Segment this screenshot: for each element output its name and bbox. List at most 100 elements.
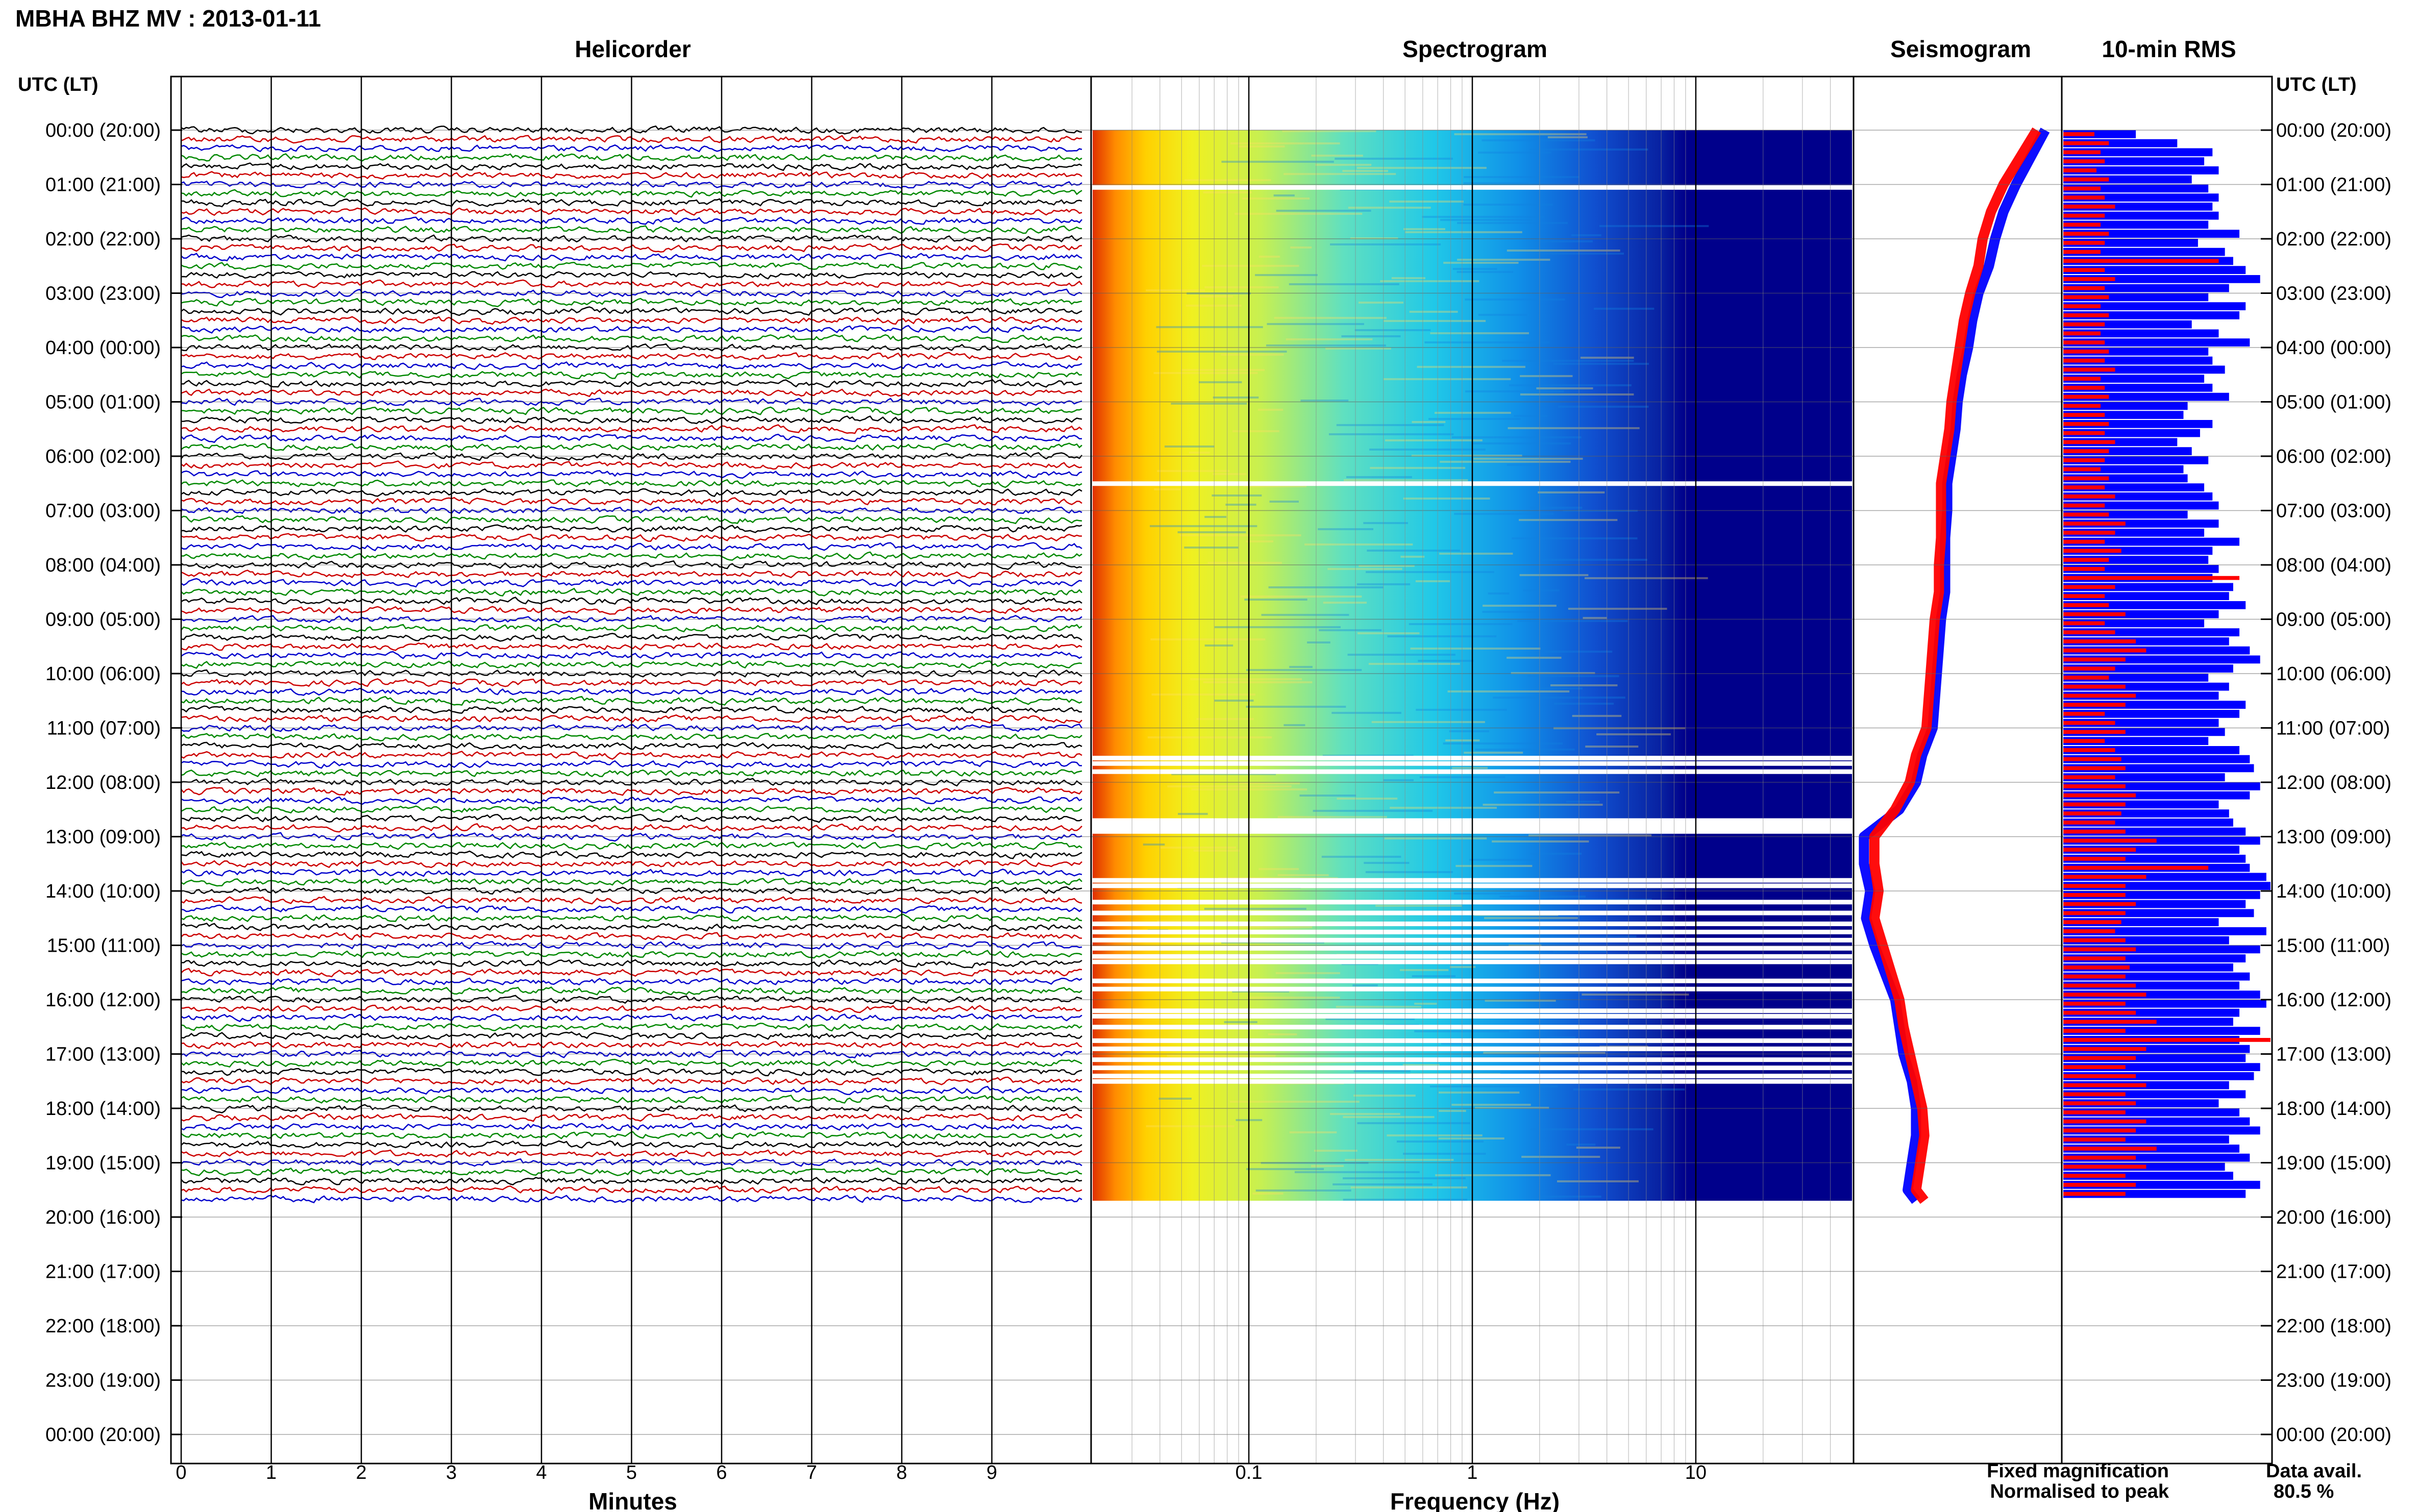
rms-bar-normalised — [2063, 340, 2105, 344]
spectrogram-speckle — [1410, 648, 1541, 650]
rms-bar-fixed — [2063, 266, 2246, 274]
rms-bar-normalised — [2063, 630, 2115, 634]
rms-bar-normalised — [2063, 558, 2109, 562]
rms-bar-normalised — [2063, 929, 2115, 933]
helicorder-xlabel: Minutes — [588, 1488, 677, 1512]
spectrogram-speckle — [1533, 935, 1637, 937]
rms-bar-fixed — [2063, 592, 2229, 600]
spectrogram-speckle — [1482, 139, 1595, 141]
rms-bar-normalised — [2063, 703, 2126, 707]
rms-bar-normalised — [2063, 159, 2105, 163]
spectrogram-speckle — [1255, 1189, 1351, 1192]
spectrogram-speckle — [1483, 804, 1603, 806]
spectrogram-speckle — [1572, 715, 1622, 717]
spectrogram-speckle — [1405, 231, 1522, 233]
minute-tick-label: 8 — [896, 1462, 907, 1483]
spectrogram-speckle — [1214, 700, 1254, 702]
minute-tick-label: 5 — [626, 1462, 637, 1483]
rms-bar-fixed — [2063, 1189, 2246, 1198]
spectrogram-speckle — [1400, 969, 1449, 971]
rms-bar-normalised — [2063, 322, 2105, 327]
rms-bar-normalised — [2063, 621, 2105, 626]
hour-label-right: 17:00 (13:00) — [2276, 1044, 2391, 1065]
spectrogram-speckle — [1336, 424, 1444, 426]
spectrogram-speckle — [1178, 813, 1208, 815]
rms-bar-fixed — [2063, 782, 2260, 790]
hour-label-right: 19:00 (15:00) — [2276, 1153, 2391, 1174]
spectrogram-speckle — [1550, 684, 1618, 686]
rms-bar-fixed — [2063, 1135, 2229, 1144]
hour-label-left: 20:00 (16:00) — [45, 1207, 161, 1228]
spectrogram-speckle — [1537, 240, 1593, 242]
rms-bar-normalised — [2063, 1155, 2136, 1160]
spectrogram-speckle — [1224, 1021, 1257, 1023]
spectrogram-speckle — [1367, 550, 1460, 552]
rms-bar-normalised — [2063, 350, 2109, 354]
rms-bar-normalised — [2063, 802, 2126, 807]
helicorder-title: Helicorder — [575, 36, 691, 62]
rms-bar-normalised — [2063, 386, 2105, 390]
hour-label-right: 03:00 (23:00) — [2276, 283, 2391, 305]
rms-bar-fixed — [2063, 972, 2250, 981]
rms-bar-normalised — [2063, 295, 2109, 300]
spectrogram-speckle — [1258, 868, 1299, 870]
spectrogram-speckle — [1158, 1098, 1192, 1100]
spectrogram-speckle — [1229, 1101, 1360, 1103]
rms-bar-fixed — [2063, 637, 2229, 646]
rms-bar-normalised — [2063, 993, 2146, 997]
spectrogram-speckle — [1286, 338, 1373, 340]
rms-bar-fixed — [2063, 157, 2205, 165]
spectrogram-speckle — [1439, 553, 1513, 555]
spectrogram-speckle — [1508, 427, 1640, 429]
data-avail-label: Data avail. — [2266, 1460, 2362, 1482]
spectrogram-speckle — [1156, 351, 1287, 353]
spectrogram-speckle — [1474, 1107, 1549, 1109]
rms-bar-fixed — [2063, 166, 2219, 175]
spectrogram-speckle — [1299, 795, 1356, 797]
rms-bar-normalised — [2063, 1164, 2146, 1169]
rms-bar-fixed — [2063, 628, 2240, 636]
spectrogram-speckle — [1370, 467, 1466, 469]
hour-label-left: 08:00 (04:00) — [45, 555, 161, 576]
rms-bar-fixed — [2063, 429, 2200, 437]
spectrogram-speckle — [1557, 1180, 1639, 1182]
rms-bar-fixed — [2063, 247, 2225, 256]
spectrogram-speckle — [1447, 690, 1570, 692]
hour-label-left: 12:00 (08:00) — [45, 772, 161, 794]
rms-bar-fixed — [2063, 918, 2219, 926]
spectrogram-speckle — [1471, 442, 1571, 444]
spectrogram-speckle — [1332, 1183, 1433, 1185]
hour-label-left: 18:00 (14:00) — [45, 1098, 161, 1120]
rms-bar-fixed — [2063, 148, 2213, 157]
rms-bar-normalised — [2063, 377, 2101, 381]
rms-bar-fixed — [2063, 882, 2270, 890]
rms-bar-fixed — [2063, 836, 2260, 845]
hour-label-right: 00:00 (20:00) — [2276, 1424, 2391, 1446]
rms-bar-fixed — [2063, 1063, 2260, 1071]
spectrogram-speckle — [1150, 638, 1266, 640]
rms-bar-fixed — [2063, 954, 2246, 962]
spectrogram-speckle — [1354, 329, 1431, 331]
rms-bar-normalised — [2063, 757, 2121, 761]
spectrogram-xlabel: Frequency (Hz) — [1390, 1488, 1560, 1512]
rms-bar-fixed — [2063, 1117, 2250, 1126]
spectrogram-speckle — [1357, 632, 1420, 634]
rms-bar-normalised — [2063, 884, 2126, 888]
rms-bar-normalised — [2063, 893, 2126, 897]
rms-bar-fixed — [2063, 293, 2209, 302]
rms-bar-fixed — [2063, 1172, 2233, 1180]
spectrogram-speckle — [1225, 504, 1256, 506]
spectrogram-speckle — [1457, 271, 1514, 273]
rms-layer — [2063, 130, 2270, 1198]
rms-bar-fixed — [2063, 846, 2240, 854]
spectrogram-speckle — [1277, 816, 1387, 818]
spectrogram-speckle — [1146, 1125, 1235, 1127]
spectrogram-speckle — [1450, 966, 1476, 968]
rms-bar-normalised — [2063, 784, 2126, 788]
rms-bar-normalised — [2063, 848, 2136, 852]
rms-bar-normalised — [2063, 358, 2105, 363]
rms-bar-fixed — [2063, 664, 2233, 673]
spectrogram-speckle — [1327, 568, 1402, 570]
spectrogram-speckle — [1449, 730, 1489, 732]
rms-bar-fixed — [2063, 338, 2250, 346]
